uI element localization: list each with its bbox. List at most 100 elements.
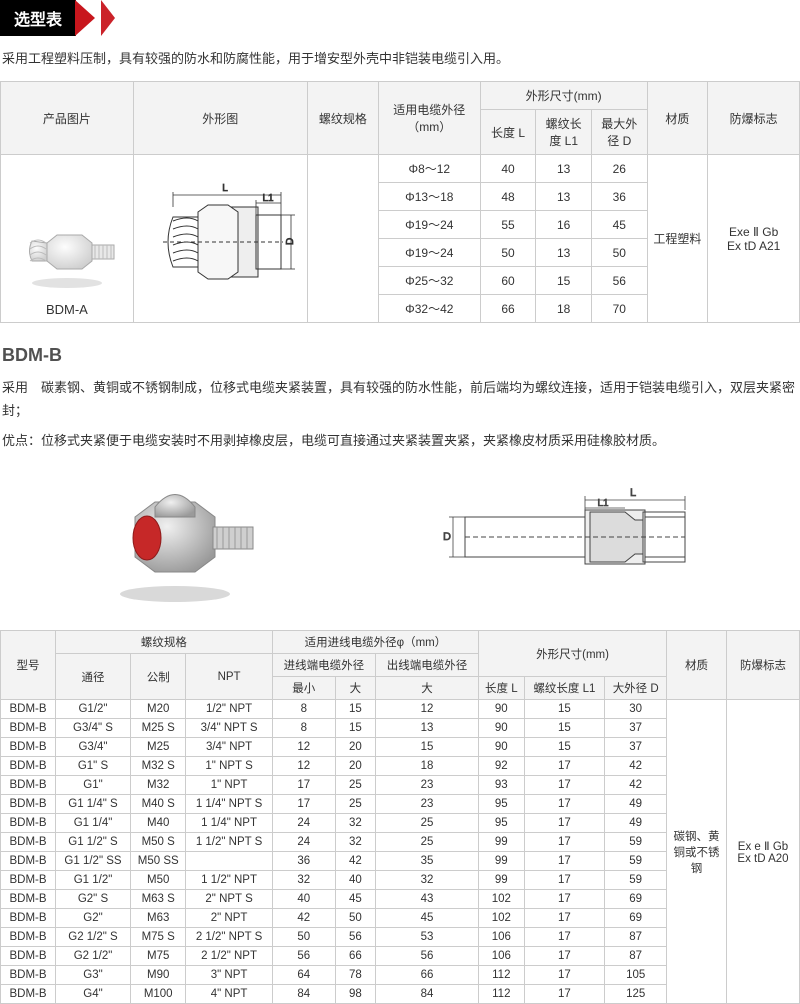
cell: G3": [56, 966, 131, 985]
cell: G2 1/2" S: [56, 928, 131, 947]
cell: M20: [131, 700, 186, 719]
cell: 55: [480, 211, 536, 239]
th-diam: 通径: [56, 654, 131, 700]
cell: 17: [524, 776, 605, 795]
cell: 84: [272, 985, 335, 1004]
cell: 25: [335, 795, 375, 814]
cell: Φ13～18: [378, 183, 480, 211]
cell: 93: [479, 776, 524, 795]
cell: 42: [605, 776, 667, 795]
cell: G3/4": [56, 738, 131, 757]
th-maxD: 最大外径 D: [591, 110, 647, 155]
product-label: BDM-A: [5, 302, 129, 317]
cell: 66: [375, 966, 478, 985]
cell: 59: [605, 852, 667, 871]
cell: M32 S: [131, 757, 186, 776]
cell: 56: [272, 947, 335, 966]
cell: Φ19～24: [378, 239, 480, 267]
bdma-diagram: L L1 D: [143, 167, 298, 307]
svg-text:D: D: [285, 238, 296, 245]
cell: 64: [272, 966, 335, 985]
cell: 49: [605, 814, 667, 833]
cell: 45: [335, 890, 375, 909]
cell: 12: [272, 757, 335, 776]
cell: BDM-B: [1, 909, 56, 928]
cell: 3" NPT: [186, 966, 272, 985]
cell: BDM-B: [1, 947, 56, 966]
cell: G4": [56, 985, 131, 1004]
cell: G3/4" S: [56, 719, 131, 738]
cell: 26: [591, 155, 647, 183]
title-accent: [101, 0, 115, 36]
cell: 105: [605, 966, 667, 985]
cell: 2 1/2" NPT S: [186, 928, 272, 947]
cell: 2 1/2" NPT: [186, 947, 272, 966]
cell: 17: [524, 985, 605, 1004]
dim-D: D: [443, 531, 451, 543]
cell: 84: [375, 985, 478, 1004]
cell: M50: [131, 871, 186, 890]
th-lenL1: 螺纹长度 L1: [524, 677, 605, 700]
cell: M40 S: [131, 795, 186, 814]
cell: M40: [131, 814, 186, 833]
th-min: 最小: [272, 677, 335, 700]
cell: 106: [479, 928, 524, 947]
cell: M50 S: [131, 833, 186, 852]
cell: 102: [479, 909, 524, 928]
cell: 66: [335, 947, 375, 966]
cell: 17: [524, 757, 605, 776]
dim-L1: L1: [597, 498, 609, 509]
cell: BDM-B: [1, 738, 56, 757]
cell: 17: [272, 776, 335, 795]
cell: 17: [524, 966, 605, 985]
cell: 70: [591, 295, 647, 323]
bdma-photo: [12, 203, 122, 293]
cell: 56: [335, 928, 375, 947]
cell: 40: [480, 155, 536, 183]
cell: BDM-B: [1, 814, 56, 833]
cell: 32: [335, 814, 375, 833]
cell: G1/2": [56, 700, 131, 719]
cell: 50: [335, 909, 375, 928]
cell: BDM-B: [1, 795, 56, 814]
cell: 59: [605, 833, 667, 852]
bdmb-photo: [75, 462, 275, 612]
cell: G1 1/4" S: [56, 795, 131, 814]
cell: 4" NPT: [186, 985, 272, 1004]
cell: 1 1/2" NPT: [186, 871, 272, 890]
cell: 1 1/4" NPT: [186, 814, 272, 833]
cell: 12: [375, 700, 478, 719]
cell: 50: [272, 928, 335, 947]
cell: 17: [524, 890, 605, 909]
th-mark: 防爆标志: [708, 82, 800, 155]
th-lenL: 长度 L: [480, 110, 536, 155]
th-image: 产品图片: [1, 82, 134, 155]
cell: 36: [272, 852, 335, 871]
cell: 17: [524, 833, 605, 852]
cell: 1 1/4" NPT S: [186, 795, 272, 814]
th-outline: 外形图: [133, 82, 307, 155]
cell: 17: [272, 795, 335, 814]
cell: M32: [131, 776, 186, 795]
cell: BDM-B: [1, 700, 56, 719]
cell: BDM-B: [1, 966, 56, 985]
cell: 20: [335, 738, 375, 757]
cell: M75: [131, 947, 186, 966]
cell: 98: [335, 985, 375, 1004]
mark-cell: Exe Ⅱ Gb Ex tD A21: [708, 155, 800, 323]
bdmb-desc1: 采用 碳素钢、黄铜或不锈钢制成，位移式电缆夹紧装置，具有较强的防水性能，前后端均…: [2, 376, 800, 423]
cell: 13: [536, 155, 592, 183]
cell: 1/2" NPT: [186, 700, 272, 719]
cell: 12: [272, 738, 335, 757]
cell: 32: [335, 833, 375, 852]
cell: M50 SS: [131, 852, 186, 871]
cell: M75 S: [131, 928, 186, 947]
cell: 37: [605, 719, 667, 738]
material-cell: 碳钢、黄铜或不锈钢: [667, 700, 727, 1004]
cell: BDM-B: [1, 871, 56, 890]
bdmb-image-row: L L1 D: [0, 462, 800, 612]
cell: Φ19～24: [378, 211, 480, 239]
cell: 15: [335, 700, 375, 719]
table-bdm-b: 型号 螺纹规格 适用进线电缆外径φ（mm） 外形尺寸(mm) 材质 防爆标志 通…: [0, 630, 800, 1004]
th-material: 材质: [647, 82, 708, 155]
